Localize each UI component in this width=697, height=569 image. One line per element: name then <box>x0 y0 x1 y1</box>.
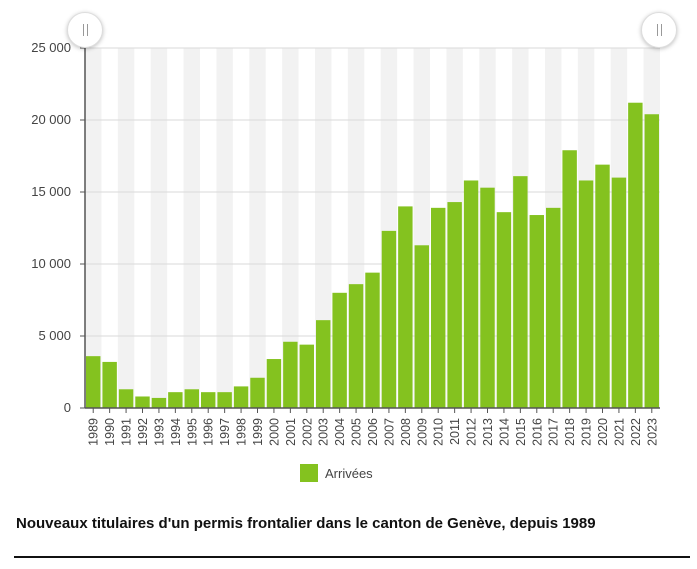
bar-1992 <box>135 396 150 408</box>
bar-2004 <box>332 292 347 408</box>
bar-2010 <box>431 207 446 408</box>
grid-band <box>249 48 266 408</box>
y-tick-label: 25 000 <box>31 40 71 55</box>
divider <box>14 556 690 558</box>
x-tick-label: 2019 <box>580 418 594 446</box>
x-tick-label: 2013 <box>481 418 495 446</box>
x-tick-label: 2001 <box>284 418 298 446</box>
bar-2007 <box>381 230 397 408</box>
x-tick-label: 2005 <box>350 418 364 446</box>
x-tick-label: 2020 <box>596 418 610 446</box>
x-tick-label: 1996 <box>202 418 216 446</box>
x-tick-label: 2015 <box>514 418 528 446</box>
bar-1990 <box>102 361 117 408</box>
x-tick-label: 1993 <box>152 418 166 446</box>
bar-1995 <box>184 389 199 408</box>
x-tick-label: 1990 <box>103 418 117 446</box>
bar-2015 <box>513 176 528 408</box>
x-tick-label: 2008 <box>399 418 413 446</box>
bar-2006 <box>365 272 380 408</box>
x-tick-label: 2004 <box>333 418 347 446</box>
x-tick-label: 1997 <box>218 418 232 446</box>
bar-2011 <box>447 202 462 408</box>
legend: Arrivées <box>300 464 373 482</box>
y-tick-label: 0 <box>64 400 71 415</box>
x-tick-label: 2023 <box>645 418 659 446</box>
x-tick-label: 2021 <box>612 418 626 446</box>
grid-band <box>117 48 135 408</box>
bar-2018 <box>562 150 577 409</box>
bar-2002 <box>299 344 314 408</box>
bar-1991 <box>118 389 134 408</box>
x-tick-label: 2022 <box>629 418 643 446</box>
x-tick-label: 1994 <box>169 418 183 446</box>
x-tick-label: 1999 <box>251 418 265 446</box>
legend-swatch <box>300 464 318 482</box>
range-start-handle[interactable] <box>67 12 103 48</box>
range-end-handle[interactable] <box>641 12 677 48</box>
bar-2003 <box>316 320 331 408</box>
x-tick-label: 2009 <box>415 418 429 446</box>
bar-2001 <box>283 341 298 408</box>
x-tick-label: 1991 <box>120 418 134 446</box>
y-tick-label: 10 000 <box>31 256 71 271</box>
x-tick-label: 2006 <box>366 418 380 446</box>
x-tick-label: 1995 <box>185 418 199 446</box>
bar-1994 <box>168 392 183 408</box>
x-tick-label: 2011 <box>448 418 462 445</box>
bar-1996 <box>201 392 216 408</box>
legend-label: Arrivées <box>325 466 373 481</box>
x-tick-label: 2018 <box>563 418 577 446</box>
grid-band <box>183 48 200 408</box>
x-tick-label: 1989 <box>87 418 101 446</box>
bar-2017 <box>546 207 561 408</box>
x-tick-label: 2010 <box>432 418 446 446</box>
y-tick-label: 20 000 <box>31 112 71 127</box>
bar-1997 <box>217 392 232 408</box>
x-tick-label: 2012 <box>465 418 479 446</box>
x-tick-label: 2014 <box>497 418 511 446</box>
bar-1993 <box>151 397 167 408</box>
x-tick-label: 2017 <box>547 418 561 446</box>
slider-handle-icon <box>656 24 662 36</box>
x-tick-label: 1998 <box>235 418 249 446</box>
x-tick-label: 2003 <box>317 418 331 446</box>
x-tick-label: 1992 <box>136 418 150 446</box>
grid-band <box>85 48 102 408</box>
grid-band <box>216 48 233 408</box>
chart-caption: Nouveaux titulaires d'un permis frontali… <box>16 515 596 532</box>
slider-handle-icon <box>82 24 88 36</box>
grid-band <box>282 48 299 408</box>
bar-2019 <box>578 180 594 408</box>
bar-1989 <box>86 356 101 408</box>
bar-2020 <box>595 164 610 408</box>
bar-2016 <box>529 215 544 408</box>
bar-2012 <box>463 180 479 408</box>
bar-2023 <box>644 114 659 409</box>
bar-2013 <box>480 187 495 408</box>
bar-2014 <box>496 212 512 408</box>
x-tick-label: 2016 <box>530 418 544 446</box>
x-tick-label: 2007 <box>382 418 396 446</box>
bar-1998 <box>233 386 249 408</box>
bar-2021 <box>611 177 627 408</box>
grid-band <box>315 48 332 408</box>
bar-1999 <box>250 377 265 408</box>
x-tick-label: 2002 <box>300 418 314 446</box>
y-tick-label: 15 000 <box>31 184 71 199</box>
x-tick-label: 2000 <box>267 418 281 446</box>
bar-2022 <box>628 102 643 408</box>
y-tick-label: 5 000 <box>38 328 71 343</box>
bar-2009 <box>414 245 429 408</box>
bar-2005 <box>348 284 364 408</box>
bar-2000 <box>266 359 282 408</box>
bar-2008 <box>398 206 413 408</box>
grid-band <box>150 48 168 408</box>
